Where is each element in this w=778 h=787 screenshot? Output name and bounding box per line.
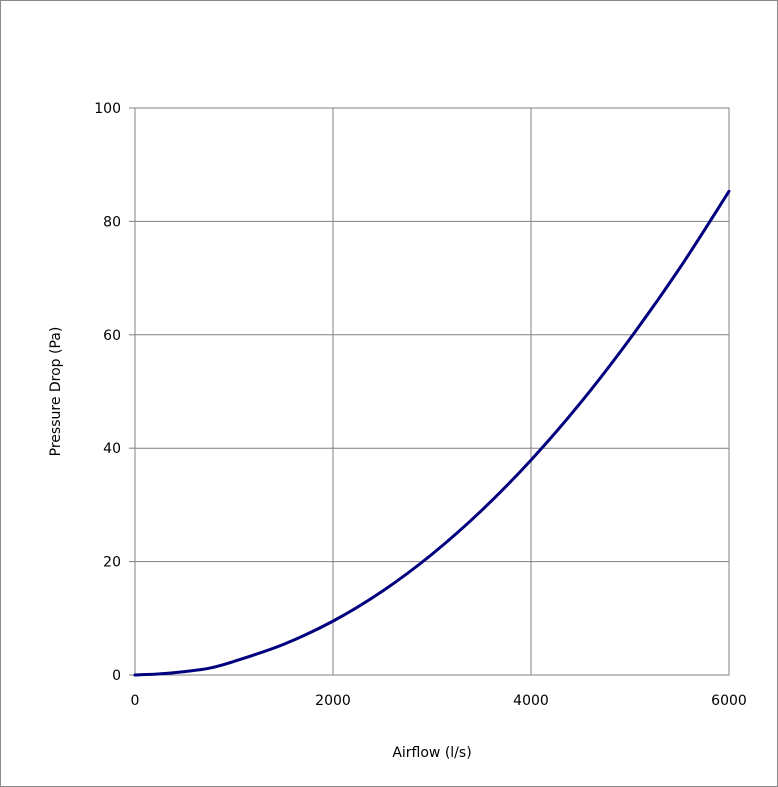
y-tick-label: 100 xyxy=(94,101,121,117)
x-tick-label: 2000 xyxy=(315,693,351,709)
x-tick-label: 6000 xyxy=(711,693,747,709)
y-tick-label: 80 xyxy=(103,214,121,230)
plot-area-border xyxy=(134,107,730,676)
x-tick-label: 0 xyxy=(131,693,140,709)
y-tick-label: 0 xyxy=(112,668,121,684)
x-axis-title: Airflow (l/s) xyxy=(392,745,471,761)
y-tick-label: 20 xyxy=(103,555,121,571)
x-tick-label: 4000 xyxy=(513,693,549,709)
grid xyxy=(129,107,730,676)
y-axis-title: Pressure Drop (Pa) xyxy=(48,327,64,457)
x-axis-ticks: 0 2000 4000 6000 xyxy=(131,693,747,709)
y-tick-label: 60 xyxy=(103,328,121,344)
series-line xyxy=(133,189,731,677)
series-layer xyxy=(133,189,731,677)
y-tick-label: 40 xyxy=(103,441,121,457)
y-axis-ticks: 0 20 40 60 80 100 xyxy=(94,101,121,684)
